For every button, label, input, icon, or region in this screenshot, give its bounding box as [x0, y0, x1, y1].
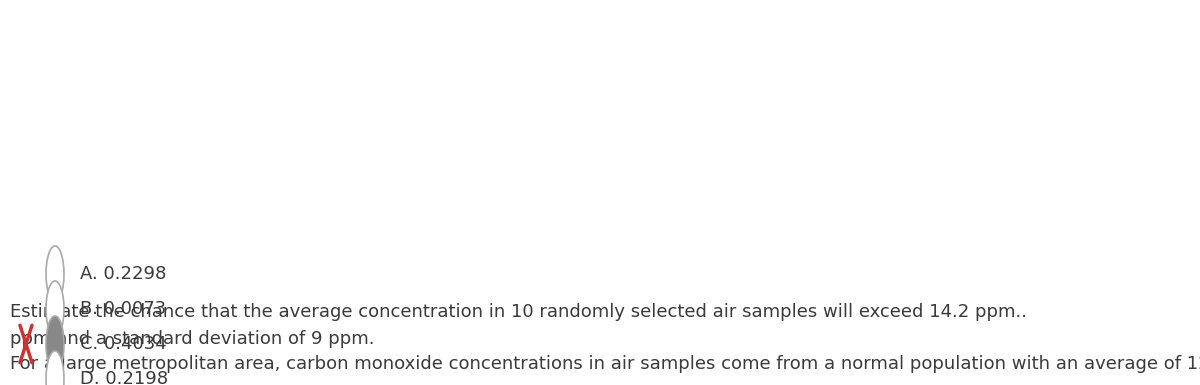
Text: A. 0.2298: A. 0.2298 — [80, 265, 167, 283]
Text: For a large metropolitan area, carbon monoxide concentrations in air samples com: For a large metropolitan area, carbon mo… — [10, 355, 1200, 373]
Ellipse shape — [46, 246, 64, 302]
Ellipse shape — [46, 281, 64, 337]
Text: D. 0.2198: D. 0.2198 — [80, 370, 168, 385]
Text: ppm and a standard deviation of 9 ppm.: ppm and a standard deviation of 9 ppm. — [10, 330, 374, 348]
Text: Estimate the chance that the average concentration in 10 randomly selected air s: Estimate the chance that the average con… — [10, 303, 1027, 321]
Text: C. 0.4034: C. 0.4034 — [80, 335, 167, 353]
Ellipse shape — [46, 316, 64, 372]
Ellipse shape — [46, 351, 64, 385]
Text: B. 0.0073: B. 0.0073 — [80, 300, 167, 318]
